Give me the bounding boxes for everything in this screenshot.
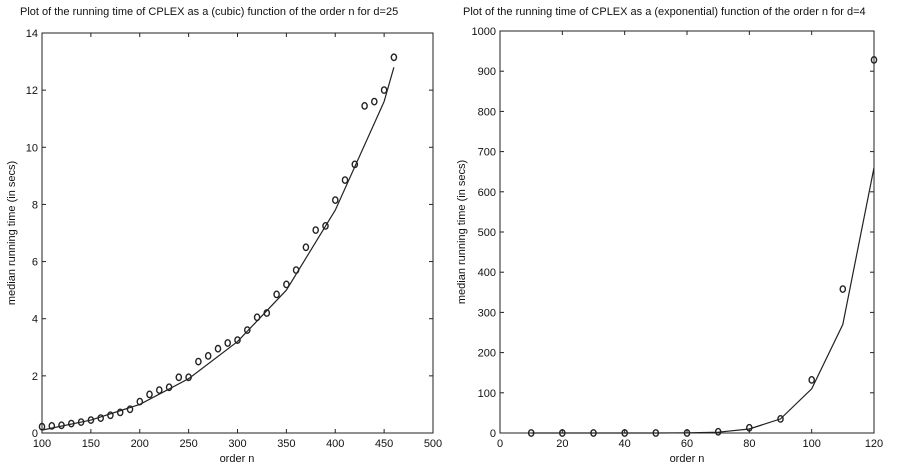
right-x-tick-label: 20	[556, 438, 568, 450]
left-y-tick-label: 2	[32, 371, 38, 383]
left-data-point	[126, 405, 134, 414]
right-y-tick-label: 0	[490, 428, 496, 440]
left-data-point	[361, 102, 368, 110]
right-chart-title: Plot of the running time of CPLEX as a (…	[463, 6, 866, 18]
left-data-point	[48, 421, 56, 430]
left-x-tick-label: 350	[277, 438, 295, 450]
left-data-point	[390, 53, 398, 62]
left-data-point	[195, 357, 202, 366]
left-data-point	[155, 386, 163, 394]
left-x-axis-label: order n	[220, 453, 255, 465]
left-data-point	[214, 344, 222, 353]
right-x-axis-label: order n	[670, 453, 705, 465]
right-x-tick-label: 80	[743, 438, 755, 450]
left-x-tick-label: 100	[33, 438, 51, 450]
left-marks	[38, 53, 398, 431]
right-x-tick-label: 40	[619, 438, 631, 450]
left-chart-title: Plot of the running time of CPLEX as a (…	[20, 6, 398, 18]
left-x-tick-label: 450	[375, 438, 393, 450]
right-chart: Plot of the running time of CPLEX as a (…	[456, 6, 884, 465]
left-ticks: 100 150 200 250 300 350 400 450 500 0 2 4 6 8 10 12 14	[26, 28, 442, 450]
right-y-tick-label: 900	[478, 66, 496, 78]
left-data-point	[175, 373, 183, 382]
left-y-tick-label: 10	[26, 142, 38, 154]
left-y-tick-label: 0	[32, 428, 38, 440]
left-y-tick-label: 8	[32, 199, 38, 211]
left-y-tick-label: 4	[32, 314, 38, 326]
right-data-point	[808, 375, 816, 384]
left-x-tick-label: 300	[228, 438, 246, 450]
left-data-point	[341, 176, 349, 185]
left-chart: Plot of the running time of CPLEX as a (…	[6, 6, 442, 465]
left-data-point	[204, 351, 212, 360]
left-axes-box	[41, 32, 434, 434]
right-y-tick-label: 800	[478, 106, 496, 118]
left-x-tick-label: 150	[82, 438, 100, 450]
right-ticks: 0 20 40 60 80 100 120 0 100 200 300 400 500 600 700 800…	[472, 26, 884, 450]
right-y-tick-label: 100	[478, 388, 496, 400]
left-fit-line	[41, 67, 395, 431]
left-x-tick-label: 250	[179, 438, 197, 450]
left-x-tick-label: 400	[326, 438, 344, 450]
right-y-tick-label: 500	[478, 227, 496, 239]
left-y-tick-label: 6	[32, 257, 38, 269]
left-data-point	[380, 86, 388, 95]
right-y-tick-label: 200	[478, 348, 496, 360]
left-data-point	[283, 280, 290, 289]
left-y-tick-label: 12	[26, 85, 38, 97]
right-y-tick-label: 300	[478, 307, 496, 319]
right-y-tick-label: 1000	[472, 26, 496, 38]
right-x-tick-label: 0	[497, 438, 503, 450]
right-x-tick-label: 120	[865, 438, 883, 450]
right-marks	[527, 56, 878, 437]
left-data-point	[370, 97, 378, 106]
right-y-axis-label: median running time (in secs)	[456, 160, 468, 304]
right-data-point	[777, 414, 784, 423]
left-data-point	[234, 336, 241, 344]
left-data-point	[146, 390, 153, 399]
left-data-point	[331, 196, 339, 205]
left-y-tick-label: 14	[26, 28, 38, 40]
right-y-tick-label: 700	[478, 147, 496, 159]
left-data-point	[273, 290, 280, 299]
right-fit-line	[531, 167, 875, 434]
right-x-tick-label: 100	[802, 438, 820, 450]
right-data-point	[870, 56, 878, 64]
left-x-tick-label: 200	[131, 438, 149, 450]
left-data-point	[116, 408, 124, 417]
right-y-tick-label: 600	[478, 187, 496, 199]
left-data-point	[224, 339, 231, 347]
left-data-point	[302, 243, 310, 252]
left-data-point	[243, 326, 251, 334]
right-x-tick-label: 60	[681, 438, 693, 450]
left-data-point	[312, 226, 320, 235]
right-data-point	[839, 285, 847, 293]
left-x-tick-label: 500	[424, 438, 442, 450]
left-y-axis-label: median running time (in secs)	[6, 161, 18, 305]
right-y-tick-label: 400	[478, 267, 496, 279]
right-axes-box	[499, 30, 875, 434]
left-data-point	[322, 221, 329, 230]
